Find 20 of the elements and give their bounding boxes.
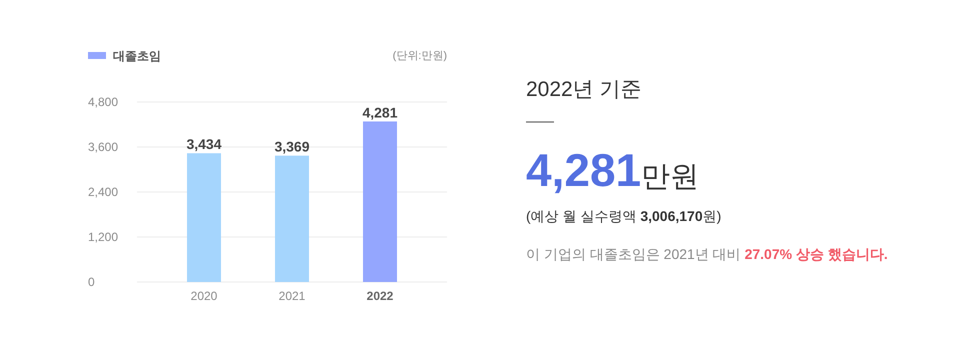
text: 4,281만원 xyxy=(526,144,700,196)
y-tick-label: 0 xyxy=(88,275,95,289)
data-label: 3,434 xyxy=(186,136,222,152)
data-label: 3,369 xyxy=(274,138,310,155)
text: 이 기업의 대졸초임은 2021년 대비 27.07% 상승 했습니다. xyxy=(526,246,888,262)
x-tick-label: 2021 xyxy=(278,289,306,303)
bar xyxy=(363,121,397,282)
x-tick-label: 2022 xyxy=(366,289,394,303)
bar xyxy=(275,156,309,282)
data-label: 4,281 xyxy=(362,104,398,120)
y-tick-label: 1,200 xyxy=(88,230,118,244)
legend-label: 대졸초임 xyxy=(113,49,161,63)
text: (예상 월 실수령액 3,006,170원) xyxy=(526,208,722,224)
text: (단위:만원) xyxy=(392,50,447,62)
y-tick-label: 2,400 xyxy=(88,185,118,199)
x-tick-label: 2020 xyxy=(190,289,218,303)
y-tick-label: 4,800 xyxy=(88,95,118,109)
y-tick-label: 3,600 xyxy=(88,140,118,154)
text: 2022년 기준 xyxy=(526,78,642,101)
bar xyxy=(187,153,221,282)
